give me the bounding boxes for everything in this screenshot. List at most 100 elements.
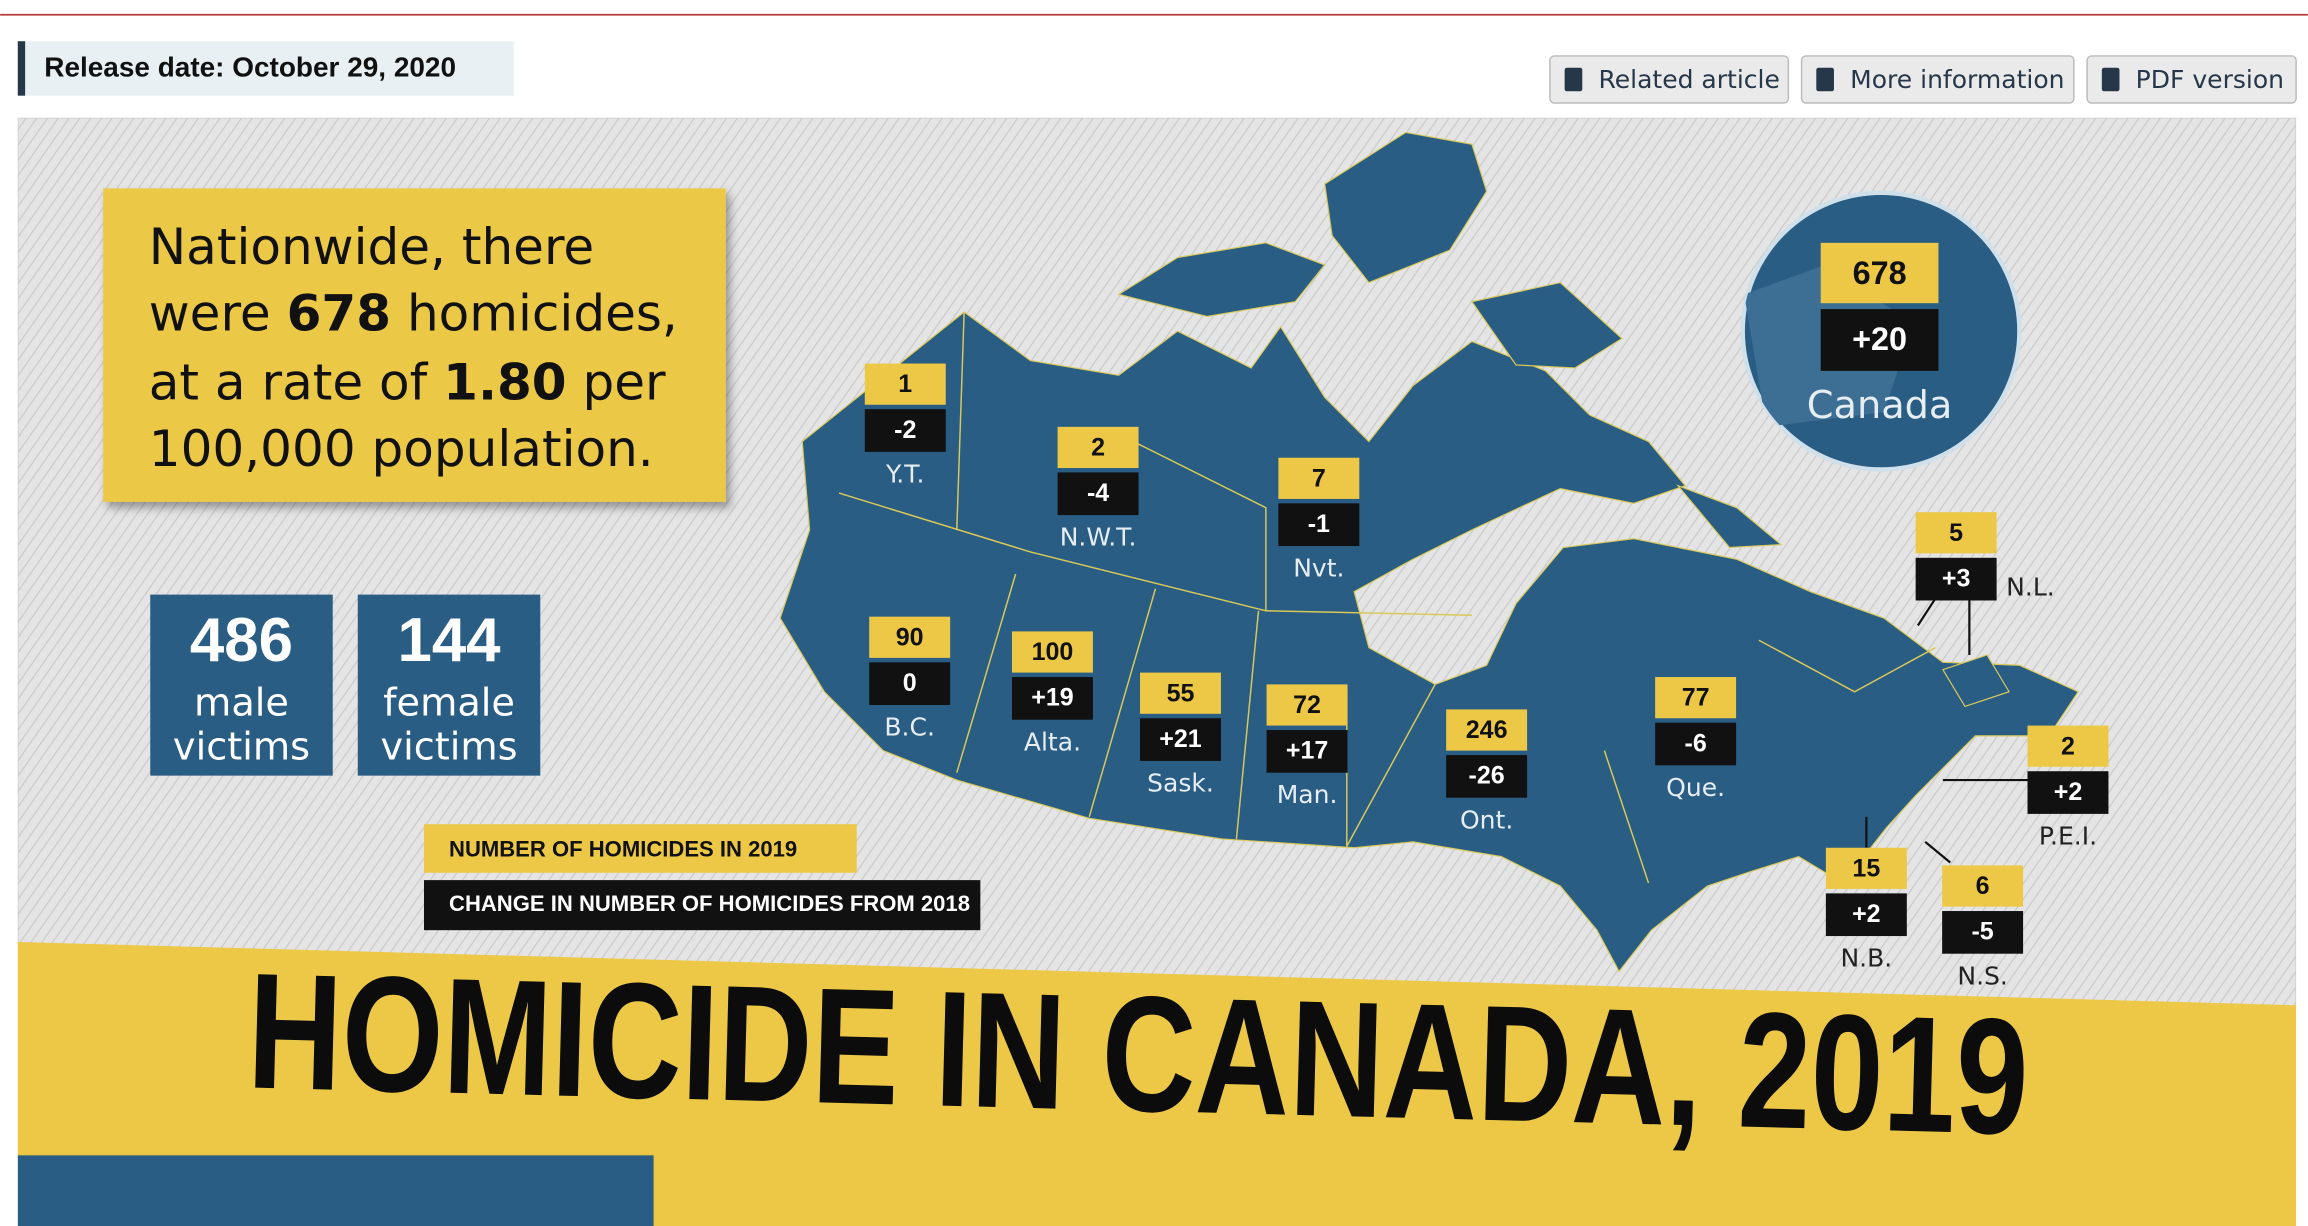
headline-segment: homicides, bbox=[391, 284, 678, 342]
button-background bbox=[1800, 55, 2075, 104]
region-count: 246 bbox=[1466, 716, 1508, 744]
legend-change: CHANGE IN NUMBER OF HOMICIDES FROM 2018 bbox=[449, 891, 970, 916]
region-name: Ont. bbox=[1460, 805, 1513, 834]
region-change: -1 bbox=[1308, 510, 1330, 538]
button-background bbox=[1549, 55, 1790, 104]
release-date: Release date: October 29, 2020 bbox=[44, 52, 456, 83]
change-box bbox=[1266, 730, 1348, 773]
region-count: 2 bbox=[2061, 732, 2075, 760]
change-box bbox=[2027, 771, 2109, 814]
change-box bbox=[1011, 677, 1093, 720]
release-date-box bbox=[17, 41, 514, 96]
border bbox=[1088, 588, 1157, 818]
region-change: -4 bbox=[1087, 479, 1109, 507]
count-box bbox=[1140, 672, 1221, 714]
count-box bbox=[1278, 457, 1360, 499]
canada-count-box bbox=[1820, 242, 1939, 304]
region-count: 1 bbox=[898, 370, 912, 398]
region-name: Sask. bbox=[1147, 768, 1214, 797]
region-count: 72 bbox=[1293, 691, 1321, 719]
header-button[interactable]: PDF version bbox=[2086, 55, 2297, 104]
count-box bbox=[1011, 631, 1093, 673]
leader bbox=[1924, 841, 1951, 864]
stat-label: victims bbox=[380, 725, 517, 770]
region-count: 7 bbox=[1312, 464, 1326, 492]
headline-line: Nationwide, there bbox=[149, 218, 594, 276]
stat-box bbox=[357, 594, 541, 776]
button-icon bbox=[1564, 67, 1583, 92]
change-box bbox=[1446, 755, 1528, 798]
region-count: 5 bbox=[1949, 519, 1963, 547]
button-label: Related article bbox=[1598, 65, 1779, 94]
header-button[interactable]: More information bbox=[1800, 55, 2075, 104]
border bbox=[1133, 440, 1267, 611]
border bbox=[956, 311, 965, 530]
headline-line: were 678 homicides, bbox=[149, 284, 678, 342]
region-name: N.L. bbox=[2006, 573, 2055, 602]
region-name: Y.T. bbox=[885, 459, 924, 488]
region-count: 90 bbox=[896, 623, 924, 651]
count-box bbox=[2027, 725, 2109, 767]
change-box bbox=[864, 409, 946, 452]
count-box bbox=[1825, 847, 1907, 889]
headline-segment: 100,000 population. bbox=[149, 419, 654, 477]
title-banner bbox=[17, 941, 2297, 1226]
leader-lines bbox=[1865, 595, 2029, 864]
change-box bbox=[1057, 472, 1139, 516]
headline-segment: at a rate of bbox=[149, 353, 443, 411]
region-change: +19 bbox=[1031, 684, 1073, 712]
province-borders bbox=[838, 311, 1936, 884]
stat-label: female bbox=[383, 680, 515, 725]
headline-segment: were bbox=[149, 284, 287, 342]
region-count: 15 bbox=[1852, 854, 1880, 882]
count-box bbox=[1942, 865, 2024, 907]
change-box bbox=[1140, 718, 1221, 761]
border bbox=[838, 492, 1472, 616]
headline-segment: 1.80 bbox=[443, 353, 566, 411]
region-change: +3 bbox=[1942, 564, 1971, 592]
region-count: 77 bbox=[1682, 684, 1710, 712]
region-change: +17 bbox=[1286, 737, 1328, 765]
canada-change: +20 bbox=[1852, 321, 1907, 357]
headline-line: 100,000 population. bbox=[149, 419, 654, 477]
leader bbox=[1916, 595, 1938, 627]
button-icon bbox=[1816, 67, 1834, 92]
border bbox=[1758, 639, 1936, 693]
count-box bbox=[1266, 684, 1348, 726]
island bbox=[1470, 281, 1624, 369]
region-change: -2 bbox=[894, 416, 916, 444]
button-background bbox=[2086, 55, 2297, 104]
release-date-accent bbox=[17, 41, 26, 96]
region-count: 2 bbox=[1091, 434, 1105, 462]
region-name: P.E.I. bbox=[2039, 821, 2097, 850]
region-name: N.B. bbox=[1840, 944, 1892, 973]
region-name: Que. bbox=[1666, 773, 1725, 802]
headline-line: at a rate of 1.80 per bbox=[149, 353, 666, 411]
count-box bbox=[869, 616, 951, 658]
island bbox=[1676, 484, 1783, 549]
stat-label: male bbox=[194, 680, 289, 725]
content: Related article More information PDF versi… bbox=[149, 55, 2297, 1169]
island bbox=[1941, 654, 2010, 708]
region-name: N.S. bbox=[1957, 961, 2008, 990]
change-box bbox=[1915, 557, 1997, 601]
region-count: 100 bbox=[1032, 638, 1074, 666]
canada-name: Canada bbox=[1807, 383, 1953, 428]
button-label: More information bbox=[1850, 65, 2064, 94]
button-icon bbox=[2101, 67, 2120, 92]
region-change: -5 bbox=[1971, 918, 1993, 946]
header-button[interactable]: Related article bbox=[1549, 55, 1790, 104]
change-box bbox=[1825, 893, 1907, 937]
region-change: 0 bbox=[903, 669, 917, 697]
headline-segment: Nationwide, there bbox=[149, 218, 594, 276]
region-count: 6 bbox=[1976, 872, 1990, 900]
stat-label: victims bbox=[173, 725, 310, 770]
region-name: Alta. bbox=[1024, 727, 1081, 756]
count-box bbox=[1915, 512, 1997, 554]
border bbox=[1603, 750, 1650, 884]
legend-count: NUMBER OF HOMICIDES IN 2019 bbox=[449, 837, 797, 862]
region-name: N.W.T. bbox=[1060, 523, 1137, 552]
